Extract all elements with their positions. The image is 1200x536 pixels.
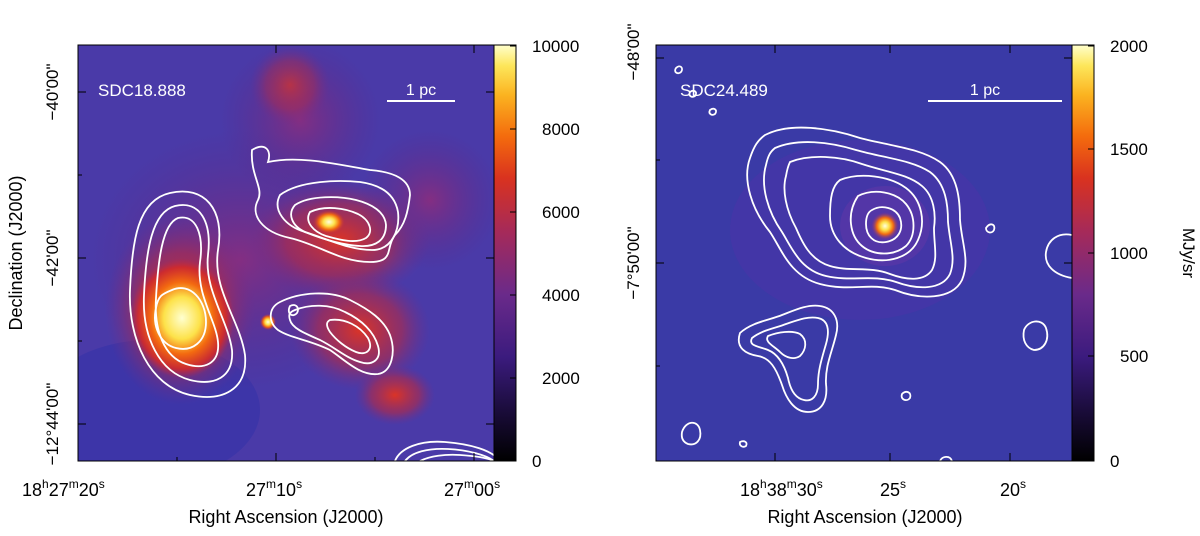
scale-bar-label-left: 1 pc xyxy=(406,82,436,99)
colorbar-tick-label: 1500 xyxy=(1110,140,1148,159)
y-axis-label-left: Declination (J2000) xyxy=(6,175,26,330)
colorbar-tick-label: 2000 xyxy=(542,369,580,388)
colorbar-tick-label: 8000 xyxy=(542,120,580,139)
ra-tick-label: 25s xyxy=(880,477,906,500)
colorbar-ticks-left xyxy=(510,45,516,461)
contours-left xyxy=(129,145,494,461)
tick-marks-left xyxy=(77,45,494,461)
ra-tick-label: 18h27m20s xyxy=(22,477,105,500)
ra-tick-label: 18h38m30s xyxy=(740,477,823,500)
colorbar-unit-label: MJy/sr xyxy=(1179,228,1198,278)
colorbar-tick-label: 1000 xyxy=(1110,244,1148,263)
ra-tick-label: 27m00s xyxy=(444,477,500,500)
panel-label-left: SDC18.888 xyxy=(98,81,186,100)
colorbar-tick-label: 10000 xyxy=(532,37,579,56)
colorbar-tick-label: 500 xyxy=(1120,347,1148,366)
scale-bar-label-right: 1 pc xyxy=(970,82,1000,99)
colorbar-tick-label: 2000 xyxy=(1110,37,1148,56)
intensity-image-left xyxy=(78,45,494,461)
colorbar-ticks-right xyxy=(1088,45,1094,461)
colorbar-tick-label: 6000 xyxy=(542,203,580,222)
colorbar-tick-label: 0 xyxy=(532,452,541,471)
dec-tick-label: −40'00" xyxy=(43,63,62,120)
tick-marks-right xyxy=(656,45,1072,461)
colorbar-left xyxy=(493,44,517,462)
colorbar-tick-label: 0 xyxy=(1110,452,1119,471)
panel-sdc24-489: SDC24.489 1 pc −48'00" −7°50'00" 18h38m3… xyxy=(624,23,1198,527)
panel-sdc18-888: SDC18.888 1 pc −40'00" −42'00" −12°44'00… xyxy=(6,37,580,527)
colorbar-tick-label: 4000 xyxy=(542,286,580,305)
ra-tick-label: 27m10s xyxy=(246,477,302,500)
x-axis-label-left: Right Ascension (J2000) xyxy=(188,507,383,527)
contours-right xyxy=(674,65,1072,461)
dec-tick-label: −12°44'00" xyxy=(43,383,62,466)
intensity-image-right xyxy=(656,45,1072,461)
panel-label-right: SDC24.489 xyxy=(680,81,768,100)
dec-tick-label: −7°50'00" xyxy=(624,226,643,299)
dec-tick-label: −42'00" xyxy=(43,229,62,286)
dec-tick-label: −48'00" xyxy=(624,23,643,80)
x-axis-label-right: Right Ascension (J2000) xyxy=(767,507,962,527)
ra-tick-label: 20s xyxy=(1000,477,1026,500)
